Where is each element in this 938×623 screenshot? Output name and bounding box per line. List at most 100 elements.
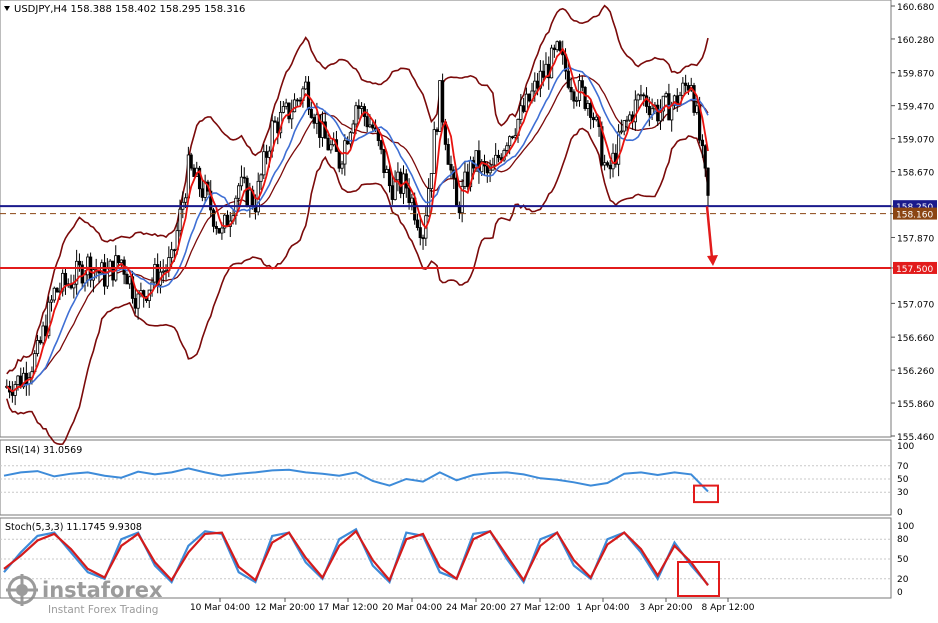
candle-body: [340, 163, 344, 169]
candle-body: [128, 276, 132, 285]
candle-body: [519, 105, 523, 120]
main-panel[interactable]: [0, 0, 892, 438]
stoch-highlight-box: [677, 561, 720, 597]
candle-body: [337, 151, 341, 169]
candle-body: [522, 105, 526, 112]
stoch-tick-label: 50: [897, 555, 909, 565]
price-tick-label: 160.280: [897, 36, 934, 46]
rsi-title: RSI(14) 31.0569: [5, 445, 82, 456]
ma-fast-line: [6, 47, 709, 393]
rsi-tick-label: 0: [897, 508, 903, 518]
candle-body: [558, 41, 562, 52]
candle-body: [466, 171, 470, 188]
price-tick-label: 156.260: [897, 367, 934, 377]
candle-body: [644, 95, 649, 107]
candle-body: [292, 99, 297, 113]
candle-body: [642, 94, 646, 97]
candle-body: [172, 249, 177, 252]
stoch-tick-label: 100: [897, 522, 914, 532]
candle-body: [183, 197, 188, 203]
candle-body: [622, 120, 626, 132]
candle-body: [387, 169, 392, 187]
candle-body: [298, 99, 302, 102]
candle-body: [418, 227, 422, 239]
stoch-panel[interactable]: [0, 517, 892, 599]
candle-body: [55, 287, 59, 293]
candle-body: [617, 131, 621, 165]
price-tick-label: 156.660: [897, 334, 934, 344]
price-tick-label: 159.870: [897, 70, 934, 80]
candle-body: [449, 163, 453, 171]
candle-body: [608, 164, 612, 170]
candle-body: [656, 104, 660, 122]
candle-body: [488, 169, 492, 174]
candle-body: [681, 82, 685, 96]
candle-body: [684, 82, 688, 86]
candle-body: [605, 162, 610, 166]
axis-labels-layer: 160.680 160.280 159.870 159.470 159.070 158.6…: [190, 3, 937, 613]
candle-body: [505, 145, 509, 151]
candle-body: [628, 114, 632, 121]
candle-body: [379, 140, 383, 150]
candle-body: [284, 102, 288, 107]
price-tick-label: 157.070: [897, 300, 934, 310]
stoch-title: Stoch(5,3,3) 11.1745 9.9308: [5, 522, 142, 533]
candle-body: [200, 188, 204, 198]
candle-body: [664, 93, 668, 97]
candle-body: [594, 116, 598, 121]
logo-tagline: Instant Forex Trading: [48, 604, 158, 616]
candle-body: [242, 176, 246, 179]
candle-body: [700, 139, 705, 147]
candle-body: [262, 151, 266, 176]
candle-body: [533, 80, 537, 92]
price-label-text: 157.500: [896, 265, 933, 275]
candle-body: [639, 94, 643, 97]
candle-body: [541, 70, 545, 78]
rsi-series-layer: 100 70 50 30 0: [0, 442, 914, 518]
candle-body: [463, 171, 467, 187]
candle-body: [527, 93, 531, 102]
candle-body: [133, 298, 137, 309]
candle-body: [192, 167, 196, 177]
candle-body: [552, 47, 556, 51]
candle-body: [326, 137, 330, 151]
candle-body: [575, 100, 579, 102]
candle-body: [312, 117, 316, 124]
candle-body: [399, 171, 403, 194]
candle-body: [385, 169, 389, 173]
candle-body: [351, 123, 355, 134]
candle-body: [365, 116, 369, 128]
candle-body: [189, 154, 193, 169]
stoch-tick-label: 20: [897, 575, 909, 585]
rsi-panel[interactable]: [0, 439, 892, 516]
candle-body: [237, 185, 241, 199]
candle-body: [494, 154, 498, 166]
candle-body: [217, 228, 221, 234]
time-tick-label: 24 Mar 20:00: [446, 603, 506, 613]
candle-body: [97, 270, 101, 274]
candle-body: [287, 102, 291, 120]
candle-body: [239, 176, 244, 187]
bollinger-lower-line: [6, 127, 709, 446]
candle-body: [72, 283, 76, 289]
candle-body: [647, 106, 651, 116]
candle-body: [225, 214, 230, 227]
candle-body: [309, 108, 313, 118]
price-label-box: [893, 261, 937, 274]
time-tick-label: 12 Mar 20:00: [255, 603, 315, 613]
candle-body: [589, 102, 593, 118]
candle-body: [636, 94, 640, 101]
time-tick-label: 17 Mar 12:00: [318, 603, 378, 613]
candle-body: [119, 259, 123, 264]
candle-body: [583, 86, 587, 109]
time-tick-label: 8 Apr 12:00: [702, 603, 755, 613]
candle-body: [63, 272, 68, 285]
dropdown-arrow-icon[interactable]: [4, 6, 10, 11]
candle-body: [346, 140, 350, 145]
candle-body: [577, 80, 582, 101]
candle-body: [695, 105, 699, 113]
candle-body: [281, 106, 285, 113]
candle-body: [603, 162, 607, 166]
candle-body: [435, 129, 439, 132]
